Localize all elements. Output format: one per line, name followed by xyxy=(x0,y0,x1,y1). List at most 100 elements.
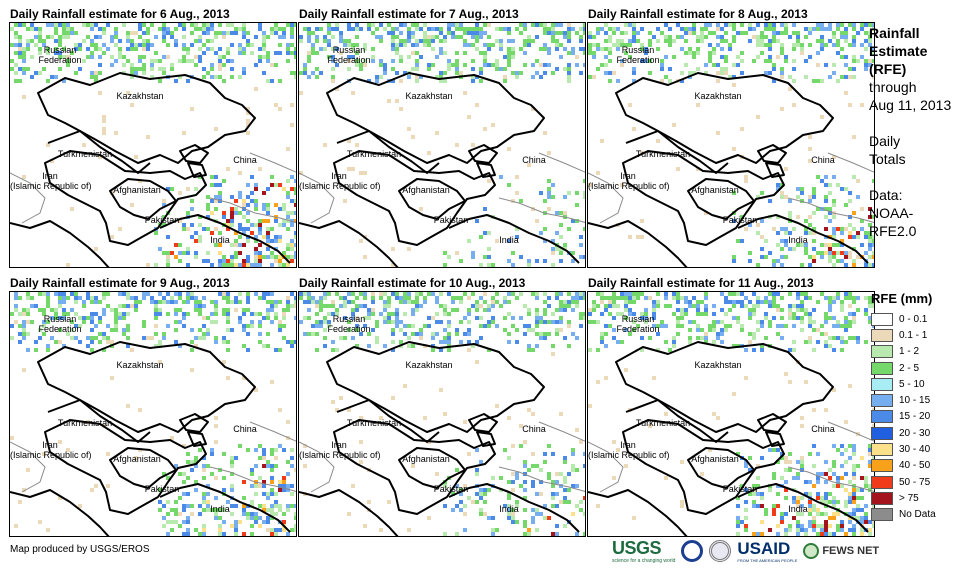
rainfall-cell xyxy=(130,31,134,35)
rainfall-cell xyxy=(772,304,776,308)
rainfall-cell xyxy=(812,328,816,332)
rainfall-cell xyxy=(652,324,656,328)
rainfall-cell xyxy=(158,27,162,31)
rainfall-cell xyxy=(780,227,784,231)
rainfall-cell xyxy=(134,456,138,460)
rainfall-cell xyxy=(62,344,66,348)
rainfall-cell xyxy=(174,320,178,324)
rainfall-cell xyxy=(812,508,816,512)
rainfall-cell xyxy=(226,536,230,537)
rainfall-cell xyxy=(102,336,106,340)
rainfall-cell xyxy=(507,456,511,460)
rainfall-cell xyxy=(447,340,451,344)
rainfall-cell xyxy=(246,131,250,135)
rainfall-cell xyxy=(270,464,274,468)
rainfall-cell xyxy=(808,312,812,316)
rainfall-cell xyxy=(724,328,728,332)
rainfall-cell xyxy=(26,332,30,336)
rainfall-cell xyxy=(447,23,451,27)
country-border xyxy=(468,144,498,164)
rainfall-cell xyxy=(636,235,640,239)
rainfall-cell xyxy=(198,27,202,31)
rainfall-cell xyxy=(628,103,632,107)
rainfall-cell xyxy=(18,296,22,300)
rainfall-cell xyxy=(596,504,600,508)
rainfall-cell xyxy=(290,292,294,296)
rainfall-cell xyxy=(760,492,764,496)
rainfall-cell xyxy=(804,247,808,251)
rainfall-cell xyxy=(632,312,636,316)
rainfall-cell xyxy=(475,35,479,39)
rainfall-cell xyxy=(178,296,182,300)
rainfall-cell xyxy=(780,47,784,51)
rainfall-cell xyxy=(772,296,776,300)
rainfall-cell xyxy=(150,296,154,300)
rainfall-cell xyxy=(158,308,162,312)
rainfall-cell xyxy=(824,332,828,336)
rainfall-cell xyxy=(250,267,254,268)
rainfall-cell xyxy=(828,27,832,31)
rainfall-cell xyxy=(744,488,748,492)
rainfall-cell xyxy=(395,308,399,312)
rainfall-cell xyxy=(479,488,483,492)
rainfall-cell xyxy=(812,187,816,191)
rainfall-cell xyxy=(226,31,230,35)
rainfall-map-2: Russian Federation Kazakhstan Turkmenistan C… xyxy=(298,22,586,268)
rainfall-cell xyxy=(828,296,832,300)
rainfall-cell xyxy=(194,464,198,468)
rainfall-cell xyxy=(583,63,585,67)
rainfall-cell xyxy=(836,23,840,27)
rainfall-cell xyxy=(696,308,700,312)
legend-item: 40 - 50 xyxy=(871,458,936,474)
rainfall-cell xyxy=(403,300,407,304)
rainfall-cell xyxy=(254,259,258,263)
rainfall-cell xyxy=(519,47,523,51)
rainfall-cell xyxy=(563,336,567,340)
rainfall-cell xyxy=(46,51,50,55)
rainfall-cell xyxy=(563,524,567,528)
rainfall-cell xyxy=(804,292,808,296)
map-label-china: China xyxy=(233,155,257,165)
rainfall-cell xyxy=(230,67,234,71)
rainfall-cell xyxy=(864,536,868,537)
rainfall-cell xyxy=(856,296,860,300)
rainfall-cell xyxy=(379,59,383,63)
rainfall-cell xyxy=(102,119,106,123)
rainfall-cell xyxy=(535,316,539,320)
rainfall-cell xyxy=(860,243,864,247)
rainfall-cell xyxy=(254,247,258,251)
rainfall-cell xyxy=(760,255,764,259)
rainfall-cell xyxy=(174,39,178,43)
rainfall-cell xyxy=(443,412,447,416)
rainfall-cell xyxy=(174,308,178,312)
rainfall-cell xyxy=(852,528,856,532)
rainfall-cell xyxy=(198,235,202,239)
rainfall-cell xyxy=(836,480,840,484)
rainfall-cell xyxy=(864,31,868,35)
rainfall-cell xyxy=(238,211,242,215)
rainfall-cell xyxy=(760,39,764,43)
map-label-turkmenistan: Turkmenistan xyxy=(635,149,691,159)
rainfall-cell xyxy=(290,35,294,39)
rainfall-cell xyxy=(186,312,190,316)
rainfall-cell xyxy=(403,23,407,27)
rainfall-cell xyxy=(740,215,744,219)
rainfall-cell xyxy=(186,300,190,304)
rainfall-cell xyxy=(274,183,278,187)
rainfall-cell xyxy=(26,348,30,352)
rainfall-cell xyxy=(756,267,760,268)
rainfall-cell xyxy=(286,460,290,464)
rainfall-cell xyxy=(608,300,612,304)
rainfall-cell xyxy=(588,320,592,324)
rainfall-cell xyxy=(70,328,74,332)
rainfall-cell xyxy=(258,23,262,27)
rainfall-cell xyxy=(475,219,479,223)
rainfall-cell xyxy=(222,211,226,215)
rainfall-cell xyxy=(716,23,720,27)
rainfall-cell xyxy=(708,328,712,332)
rainfall-cell xyxy=(62,55,66,59)
rainfall-cell xyxy=(660,79,664,83)
legend-swatch xyxy=(871,377,893,391)
rainfall-cell xyxy=(860,476,864,480)
rainfall-cell xyxy=(744,376,748,380)
